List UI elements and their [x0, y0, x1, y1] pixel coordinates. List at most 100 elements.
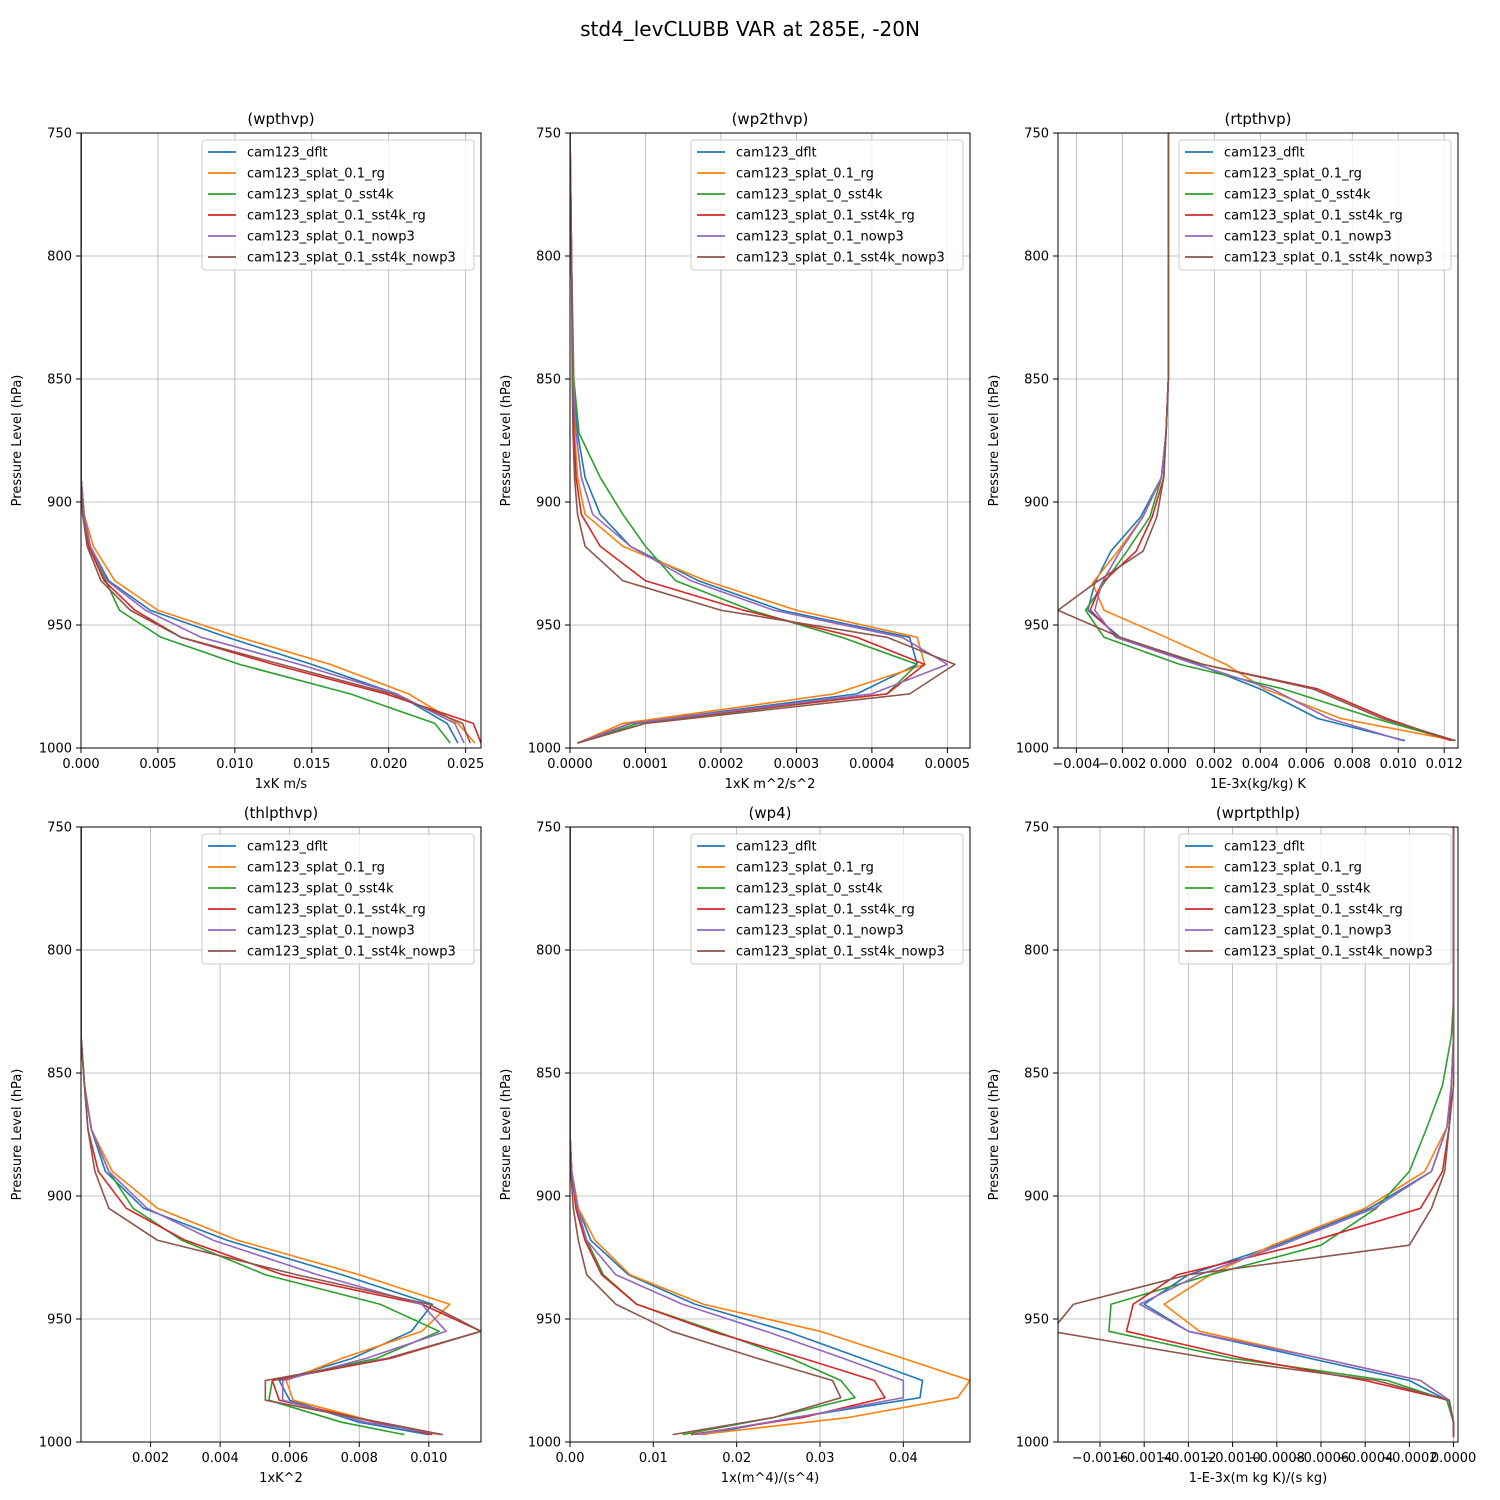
legend-label: cam123_dflt — [736, 840, 817, 855]
legend-label: cam123_splat_0.1_nowp3 — [247, 230, 415, 245]
y-tick-label: 900 — [1024, 496, 1049, 511]
x-tick-label: 0.004 — [1242, 757, 1279, 772]
x-tick-label: −0.0016 — [1072, 1451, 1128, 1466]
y-tick-label: 850 — [47, 1067, 72, 1082]
y-tick-label: 950 — [536, 1313, 561, 1328]
legend-label: cam123_splat_0.1_sst4k_nowp3 — [736, 945, 945, 960]
chart-panel-1: 0.000 0.005 0.010 0.015 0.020 0.025 750 800 850 9… — [10, 110, 484, 792]
legend-label: cam123_splat_0.1_sst4k_rg — [736, 903, 915, 918]
legend-label: cam123_splat_0.1_nowp3 — [736, 924, 904, 939]
chart-title: (wprtpthlp) — [1216, 804, 1300, 822]
y-tick-label: 1000 — [39, 742, 72, 757]
series-line-cam123_splat_0.1_nowp3 — [570, 827, 905, 1436]
legend-label: cam123_splat_0_sst4k — [247, 882, 394, 897]
x-tick-label: 0.004 — [202, 1451, 239, 1466]
legend-label: cam123_splat_0.1_sst4k_nowp3 — [1224, 251, 1433, 266]
x-tick-label: 0.000 — [62, 757, 99, 772]
x-tick-label: 0.000 — [1150, 757, 1187, 772]
legend-label: cam123_dflt — [1224, 840, 1305, 855]
x-tick-label: −0.0014 — [1116, 1451, 1172, 1466]
y-axis-label: Pressure Level (hPa) — [499, 375, 514, 507]
y-axis-label: Pressure Level (hPa) — [987, 1069, 1002, 1201]
legend-label: cam123_splat_0_sst4k — [736, 188, 883, 203]
x-tick-label: 0.015 — [293, 757, 330, 772]
legend-label: cam123_splat_0.1_sst4k_nowp3 — [736, 251, 945, 266]
y-tick-label: 800 — [536, 944, 561, 959]
y-tick-label: 750 — [47, 127, 72, 142]
x-tick-label: 0.00 — [556, 1451, 585, 1466]
y-tick-label: 750 — [536, 127, 561, 142]
y-tick-label: 900 — [536, 496, 561, 511]
y-tick-label: 950 — [1024, 619, 1049, 634]
x-tick-label: 0.0005 — [925, 757, 971, 772]
chart-title: (wp4) — [748, 804, 791, 822]
chart-panel-4: 0.002 0.004 0.006 0.008 0.010 750 800 850 900 950… — [10, 804, 482, 1486]
x-axis-label: 1-E-3x(m kg K)/(s kg) — [1189, 1471, 1327, 1486]
legend-label: cam123_splat_0_sst4k — [736, 882, 883, 897]
x-tick-label: 0.005 — [139, 757, 176, 772]
legend: cam123_dflt cam123_splat_0.1_rg cam123_spl… — [1178, 139, 1452, 271]
axes-frame — [569, 826, 971, 1443]
x-tick-label: 0.008 — [1334, 757, 1371, 772]
series-line-cam123_splat_0.1_sst4k_nowp3 — [81, 133, 471, 744]
x-tick-label: 0.010 — [410, 1451, 447, 1466]
y-tick-label: 900 — [47, 496, 72, 511]
x-tick-label: −0.0010 — [1204, 1451, 1260, 1466]
legend-box — [201, 833, 475, 965]
y-axis-label: Pressure Level (hPa) — [499, 1069, 514, 1201]
legend: cam123_dflt cam123_splat_0.1_rg cam123_spl… — [201, 833, 475, 965]
x-tick-label: 0.0003 — [774, 757, 820, 772]
x-tick-label: −0.002 — [1098, 757, 1146, 772]
y-tick-label: 850 — [536, 373, 561, 388]
figure-suptitle: std4_levCLUBB VAR at 285E, -20N — [580, 17, 920, 41]
y-tick-label: 950 — [47, 619, 72, 634]
x-tick-label: 0.006 — [1288, 757, 1325, 772]
x-axis-label: 1xK m/s — [255, 777, 308, 792]
y-tick-label: 800 — [47, 944, 72, 959]
x-tick-label: 0.006 — [271, 1451, 308, 1466]
legend-label: cam123_dflt — [247, 146, 328, 161]
x-tick-label: 0.0000 — [1431, 1451, 1477, 1466]
x-axis-label: 1x(m^4)/(s^4) — [721, 1471, 819, 1486]
legend-label: cam123_dflt — [1224, 146, 1305, 161]
legend-label: cam123_splat_0.1_nowp3 — [1224, 924, 1392, 939]
series-line-cam123_splat_0.1_sst4k_rg — [570, 827, 886, 1436]
x-tick-label: 0.008 — [341, 1451, 378, 1466]
chart-panel-6: −0.0016−0.0014−0.0012−0.0010−0.0008−0.00… — [987, 804, 1476, 1486]
legend-box — [1178, 139, 1452, 271]
legend-label: cam123_splat_0.1_rg — [736, 167, 874, 182]
y-tick-label: 800 — [1024, 250, 1049, 265]
series-line-cam123_splat_0_sst4k — [570, 827, 856, 1436]
y-tick-label: 950 — [47, 1313, 72, 1328]
series-line-cam123_splat_0.1_rg — [570, 827, 970, 1436]
y-tick-label: 750 — [1024, 821, 1049, 836]
legend: cam123_dflt cam123_splat_0.1_rg cam123_spl… — [201, 139, 475, 271]
x-tick-label: 0.0001 — [623, 757, 669, 772]
chart-title: (rtpthvp) — [1224, 110, 1291, 128]
x-tick-label: 0.010 — [216, 757, 253, 772]
y-tick-label: 1000 — [1016, 742, 1049, 757]
x-axis-label: 1xK m^2/s^2 — [725, 777, 816, 792]
x-tick-label: −0.004 — [1052, 757, 1100, 772]
x-tick-label: −0.0012 — [1160, 1451, 1216, 1466]
legend-label: cam123_splat_0.1_sst4k_nowp3 — [247, 945, 456, 960]
y-tick-label: 900 — [536, 1190, 561, 1205]
legend-box — [201, 139, 475, 271]
series-line-cam123_splat_0.1_nowp3 — [570, 133, 949, 744]
axes-frame — [569, 132, 971, 749]
y-tick-label: 750 — [1024, 127, 1049, 142]
y-tick-label: 1000 — [528, 742, 561, 757]
axes-frame — [1057, 132, 1459, 749]
axes-frame — [80, 132, 482, 749]
legend-label: cam123_splat_0.1_sst4k_rg — [736, 209, 915, 224]
series-line-cam123_splat_0.1_rg — [81, 133, 476, 744]
y-tick-label: 900 — [1024, 1190, 1049, 1205]
x-tick-label: −0.0004 — [1337, 1451, 1393, 1466]
y-tick-label: 1000 — [528, 1436, 561, 1451]
chart-title: (wpthvp) — [247, 110, 314, 128]
y-tick-label: 950 — [536, 619, 561, 634]
x-tick-label: 0.020 — [370, 757, 407, 772]
legend-label: cam123_splat_0.1_sst4k_rg — [247, 903, 426, 918]
legend-label: cam123_splat_0.1_rg — [247, 861, 385, 876]
legend-box — [690, 833, 964, 965]
